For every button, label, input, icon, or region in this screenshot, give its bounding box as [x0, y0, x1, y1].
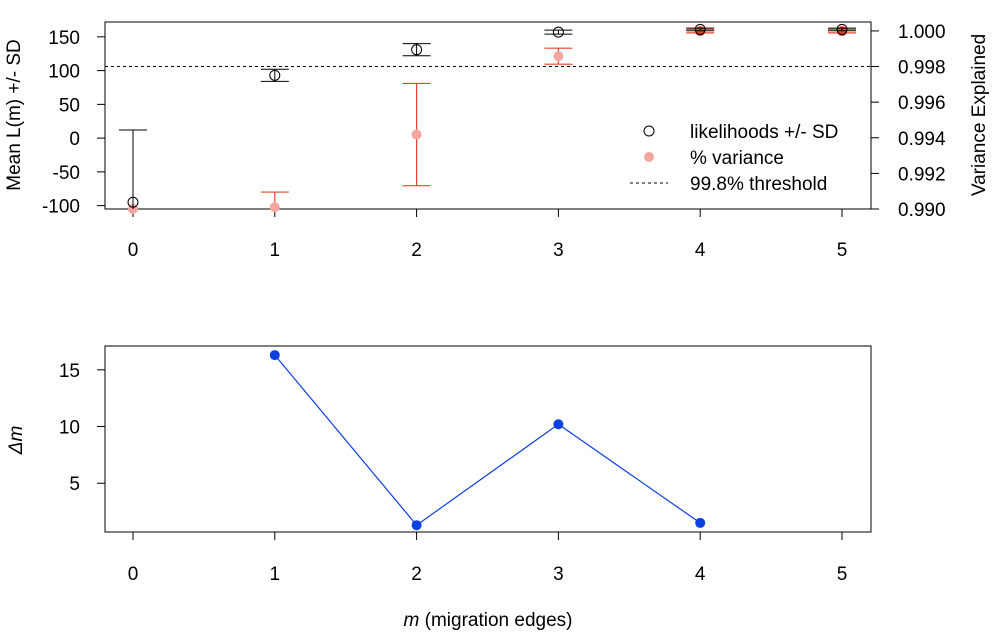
- likelihood-point: [694, 23, 706, 35]
- bottom-x-tick-label: 1: [270, 564, 281, 585]
- top-y-right-tick-label: 0.996: [898, 93, 946, 114]
- bottom-plot-frame: [104, 345, 872, 533]
- delta-m-line: [274, 354, 701, 527]
- likelihood-series: [119, 23, 856, 209]
- x-axis-label-rest: (migration edges): [419, 610, 572, 631]
- legend-threshold-label: 99.8% threshold: [690, 174, 827, 195]
- top-x-tick-label: 0: [128, 240, 139, 261]
- top-y-tick-label: -50: [53, 163, 80, 184]
- bottom-y-tick-label: 10: [59, 418, 80, 439]
- top-y-axis-left: -100 -50 0 50 100 150: [42, 28, 106, 218]
- bottom-x-tick-label: 5: [837, 564, 848, 585]
- top-y-tick-label: 150: [48, 28, 80, 49]
- bottom-x-tick-label: 3: [553, 564, 564, 585]
- top-x-axis: 0 1 2 3 4 5: [128, 208, 848, 261]
- x-axis-label: m (migration edges): [404, 610, 573, 631]
- bottom-panel: 0 1 2 3 4 5 5 10 15 Δm m (migration edges): [6, 345, 872, 631]
- bottom-y-tick-label: 15: [59, 361, 80, 382]
- delta-m-point: [269, 350, 280, 361]
- bottom-x-axis: 0 1 2 3 4 5: [128, 531, 848, 585]
- legend-likelihood-marker: [643, 125, 655, 137]
- variance-point: [269, 202, 280, 213]
- top-x-tick-label: 1: [270, 240, 281, 261]
- top-x-tick-label: 2: [411, 240, 422, 261]
- top-y-right-tick-label: 0.998: [898, 58, 946, 79]
- likelihood-point: [552, 26, 564, 38]
- top-y-axis-right-label: Variance Explained: [969, 34, 990, 196]
- bottom-y-axis-label: Δm: [6, 426, 27, 456]
- bottom-y-axis-label-text: Δm: [6, 426, 27, 456]
- top-y-axis-label: Mean L(m) +/- SD: [4, 39, 25, 191]
- legend: likelihoods +/- SD % variance 99.8% thre…: [630, 122, 838, 195]
- likelihood-point: [269, 69, 281, 81]
- top-y-tick-label: 100: [48, 62, 80, 83]
- variance-point: [553, 51, 564, 62]
- top-y-right-tick-label: 0.990: [898, 200, 946, 221]
- legend-variance-marker: [644, 152, 654, 162]
- x-axis-label-italic: m: [404, 610, 420, 631]
- top-y-right-tick-label: 1.000: [898, 22, 946, 43]
- bottom-x-tick-label: 0: [128, 564, 139, 585]
- bottom-y-axis: 5 10 15: [59, 361, 106, 495]
- delta-m-point: [695, 517, 706, 528]
- likelihood-point: [127, 196, 139, 208]
- top-y-tick-label: 0: [69, 129, 80, 150]
- delta-m-point: [411, 520, 422, 531]
- likelihood-point: [411, 44, 423, 56]
- delta-m-series: [269, 350, 706, 531]
- top-y-axis-right: 0.990 0.992 0.994 0.996 0.998 1.000: [871, 22, 946, 221]
- top-y-tick-label: 50: [59, 95, 80, 116]
- bottom-x-tick-label: 2: [411, 564, 422, 585]
- delta-m-point: [553, 419, 564, 430]
- variance-point: [411, 129, 422, 140]
- legend-likelihood-label: likelihoods +/- SD: [690, 122, 838, 143]
- likelihood-point: [836, 23, 848, 35]
- top-y-right-tick-label: 0.992: [898, 164, 946, 185]
- top-y-tick-label: -100: [42, 197, 80, 218]
- top-x-tick-label: 4: [695, 240, 706, 261]
- bottom-x-tick-label: 4: [695, 564, 706, 585]
- top-x-tick-label: 5: [837, 240, 848, 261]
- top-y-right-tick-label: 0.994: [898, 129, 946, 150]
- top-x-tick-label: 3: [553, 240, 564, 261]
- bottom-y-tick-label: 5: [69, 474, 80, 495]
- legend-variance-label: % variance: [690, 148, 784, 169]
